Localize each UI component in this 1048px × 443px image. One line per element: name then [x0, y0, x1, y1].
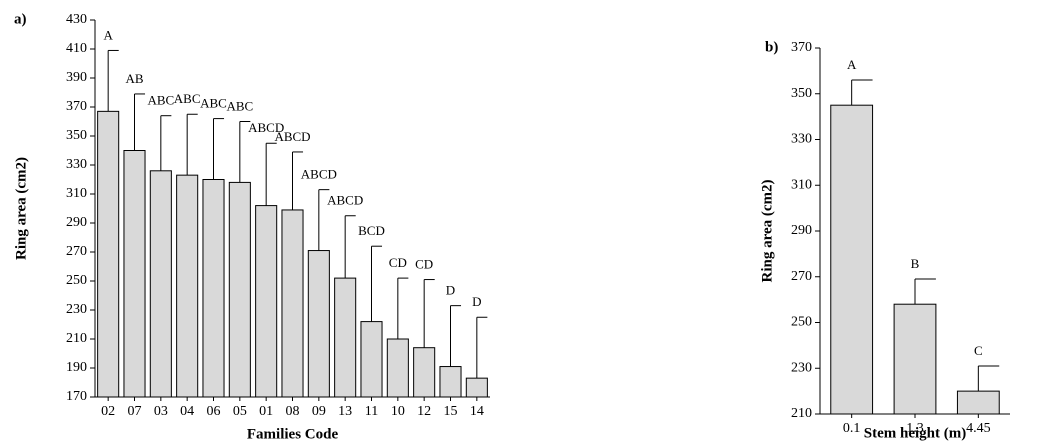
x-axis-title: Families Code [247, 426, 339, 442]
group-letter: CD [415, 257, 433, 272]
x-tick-label: 13 [338, 404, 352, 419]
bar [149, 170, 172, 398]
bar [281, 209, 304, 398]
y-tick-label: 290 [791, 223, 812, 238]
group-letter: ABC [200, 96, 227, 111]
group-letter: D [446, 283, 455, 298]
y-tick-label: 310 [66, 186, 87, 201]
x-tick-label: 09 [312, 404, 326, 419]
x-tick-label: 02 [101, 404, 115, 419]
y-tick-label: 250 [66, 273, 87, 288]
x-tick-label: 04 [180, 404, 194, 419]
x-tick-label: 06 [207, 404, 221, 419]
x-tick-label: 12 [417, 404, 431, 419]
group-letter: ABCD [248, 120, 284, 135]
x-tick-label: 0.1 [843, 421, 861, 436]
panel-label: a) [14, 11, 27, 27]
bar [97, 110, 120, 398]
bar [956, 390, 1000, 415]
x-tick-label: 15 [444, 404, 458, 419]
x-tick-label: 10 [391, 404, 405, 419]
bar [334, 277, 357, 398]
group-letter: ABC [147, 93, 174, 108]
group-letter: AB [125, 71, 143, 86]
x-tick-label: 03 [154, 404, 168, 419]
bar [360, 321, 383, 398]
group-letter: A [847, 57, 857, 72]
group-letter: BCD [358, 223, 385, 238]
y-tick-label: 210 [791, 406, 812, 421]
y-tick-label: 370 [791, 40, 812, 55]
panel-label: b) [765, 39, 778, 55]
group-letter: ABC [174, 91, 201, 106]
bar [465, 377, 488, 398]
bar [176, 174, 199, 398]
bar [830, 104, 874, 415]
y-tick-label: 230 [66, 302, 87, 317]
y-tick-label: 230 [791, 360, 812, 375]
y-tick-label: 350 [791, 86, 812, 101]
x-tick-label: 4.45 [966, 421, 991, 436]
group-letter: ABCD [274, 129, 310, 144]
x-tick-label: 07 [128, 404, 142, 419]
y-tick-label: 270 [791, 269, 812, 284]
y-tick-label: 390 [66, 70, 87, 85]
x-axis-title: Stem height (m) [864, 425, 966, 441]
group-letter: ABCD [301, 167, 337, 182]
x-tick-label: 05 [233, 404, 247, 419]
y-tick-label: 330 [66, 157, 87, 172]
x-tick-label: 08 [286, 404, 300, 419]
bar [123, 150, 146, 398]
y-tick-label: 370 [66, 99, 87, 114]
group-letter: ABC [226, 98, 253, 113]
bar [228, 181, 251, 398]
y-tick-label: 250 [791, 315, 812, 330]
y-tick-label: 190 [66, 360, 87, 375]
y-tick-label: 350 [66, 128, 87, 143]
y-tick-label: 290 [66, 215, 87, 230]
group-letter: ABCD [327, 193, 363, 208]
x-tick-label: 14 [470, 404, 484, 419]
bar [386, 338, 409, 398]
y-tick-label: 270 [66, 244, 87, 259]
y-tick-label: 170 [66, 389, 87, 404]
x-tick-label: 01 [259, 404, 273, 419]
group-letter: D [472, 294, 481, 309]
x-tick-label: 1.3 [906, 421, 924, 436]
group-letter: A [103, 27, 113, 42]
y-axis-title: Ring area (cm2) [759, 179, 775, 282]
group-letter: CD [389, 255, 407, 270]
y-tick-label: 210 [66, 331, 87, 346]
y-axis-title: Ring area (cm2) [13, 157, 29, 260]
bar [439, 366, 462, 398]
x-tick-label: 11 [365, 404, 378, 419]
group-letter: B [911, 256, 920, 271]
bar [255, 205, 278, 398]
bar [202, 179, 225, 398]
y-tick-label: 310 [791, 177, 812, 192]
y-tick-label: 330 [791, 132, 812, 147]
bar [893, 303, 937, 415]
bar [413, 347, 436, 398]
group-letter: C [974, 343, 983, 358]
bar [307, 250, 330, 398]
y-tick-label: 430 [66, 12, 87, 27]
y-tick-label: 410 [66, 41, 87, 56]
